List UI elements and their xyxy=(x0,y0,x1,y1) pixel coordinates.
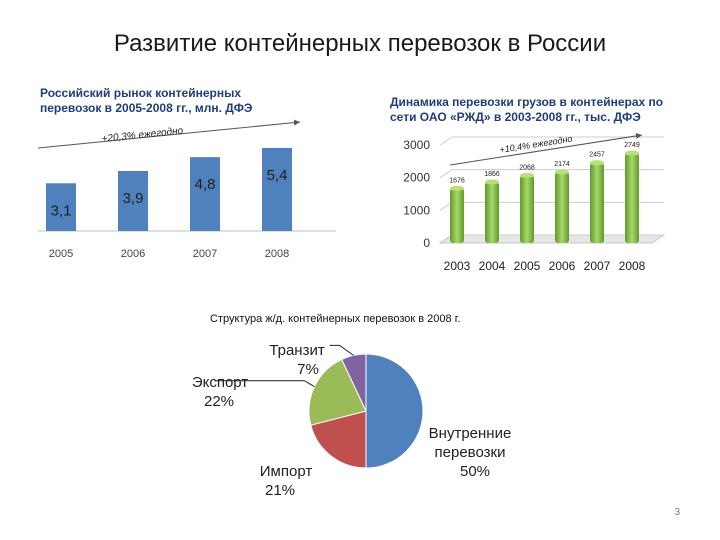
slide-title: Развитие контейнерных перевозок в России xyxy=(113,30,607,57)
bar-top-2003 xyxy=(450,185,464,191)
bar-2004 xyxy=(485,182,499,243)
bar-2008 xyxy=(262,147,292,231)
rzd-chart-title: Динамика перевозки грузов в контейнерах … xyxy=(390,95,664,124)
pie-label-domestic-name: Внутренние перевозки xyxy=(428,425,512,461)
pie-label-export: Экспорт 22% xyxy=(182,373,258,411)
x-tick-label-2004: 2004 xyxy=(479,259,506,273)
pie-slice-2 xyxy=(308,358,367,426)
leader-line-export xyxy=(214,380,315,388)
pie-chart-title: Структура ж/д. контейнерных перевозок в … xyxy=(210,313,461,325)
bar-2005 xyxy=(46,183,76,231)
bar-2005 xyxy=(520,175,534,243)
x-tick-label-2006: 2006 xyxy=(121,248,145,260)
pie-slice-3 xyxy=(341,353,367,412)
bar-2007 xyxy=(190,157,220,231)
rzd-bar-chart: 0 1000 2000 3000 1676 2003 1866 2004 2068 2005 217… xyxy=(403,132,666,273)
gridline-diag-2000 xyxy=(439,169,453,179)
x-tick-label-2008: 2008 xyxy=(619,259,646,273)
bar-2006 xyxy=(118,171,148,231)
market-chart-title: Российский рынок контейнерных перевозок … xyxy=(40,86,253,115)
growth-annotation: +20,3% ежегодно xyxy=(101,125,184,145)
bar-top-2005 xyxy=(520,172,534,178)
growth-arrow xyxy=(37,119,301,149)
bar-2006 xyxy=(555,171,569,243)
x-tick-label-2005: 2005 xyxy=(49,248,73,260)
bar-value-label-2004: 1866 xyxy=(484,171,500,178)
pie-label-transit: Транзит 7% xyxy=(258,341,336,379)
bar-value-label-2006: 2174 xyxy=(554,161,570,168)
x-tick-label-2007: 2007 xyxy=(193,248,217,260)
pie-slice-1 xyxy=(310,410,367,469)
structure-pie-chart xyxy=(214,344,424,469)
x-tick-label-2005: 2005 xyxy=(514,259,541,273)
y-tick-label-1000: 1000 xyxy=(403,203,430,217)
x-tick-label-2008: 2008 xyxy=(265,248,289,260)
pie-label-export-name: Экспорт xyxy=(191,374,249,391)
bar-value-label-2005: 3,1 xyxy=(51,202,72,219)
pie-slice-0 xyxy=(365,353,424,469)
bar-top-2006 xyxy=(555,169,569,175)
bar-value-label-2006: 3,9 xyxy=(123,190,144,207)
pie-label-domestic-value: 50% xyxy=(459,463,491,480)
leader-line-transit xyxy=(329,344,354,356)
bar-2008 xyxy=(625,153,639,243)
pie-label-import: Импорт 21% xyxy=(250,462,322,500)
x-tick-label-2003: 2003 xyxy=(444,259,471,273)
page-number: 3 xyxy=(674,507,680,518)
bar-value-label-2007: 2457 xyxy=(589,152,605,159)
bar-top-2008 xyxy=(625,150,639,156)
y-tick-label-2000: 2000 xyxy=(403,171,430,185)
pie-label-import-value: 21% xyxy=(264,482,296,499)
x-tick-label-2007: 2007 xyxy=(584,259,611,273)
bar-top-2004 xyxy=(485,179,499,185)
pie-label-domestic: Внутренние перевозки 50% xyxy=(418,424,522,481)
pie-label-transit-name: Транзит xyxy=(269,342,325,359)
growth-arrow xyxy=(449,132,643,166)
bar-value-label-2003: 1676 xyxy=(449,177,465,184)
pie-label-import-name: Импорт xyxy=(259,463,313,480)
bar-value-label-2008: 2749 xyxy=(624,142,640,149)
x-tick-label-2006: 2006 xyxy=(549,259,576,273)
bar-value-label-2008: 5,4 xyxy=(267,167,288,184)
gridline-diag-3000 xyxy=(439,136,453,146)
bar-value-label-2005: 2068 xyxy=(519,164,535,171)
pie-label-transit-value: 7% xyxy=(297,361,319,378)
bar-value-label-2007: 4,8 xyxy=(195,176,216,193)
bar-2003 xyxy=(450,188,464,243)
y-tick-label-3000: 3000 xyxy=(403,138,430,152)
pie-label-export-value: 22% xyxy=(204,393,235,410)
market-bar-chart: 3,1 2005 3,9 2006 4,8 2007 5,4 2008 +20,3% ежего… xyxy=(37,119,336,260)
y-tick-label-0: 0 xyxy=(423,236,430,250)
bar-top-2007 xyxy=(590,160,604,166)
bar-2007 xyxy=(590,162,604,243)
